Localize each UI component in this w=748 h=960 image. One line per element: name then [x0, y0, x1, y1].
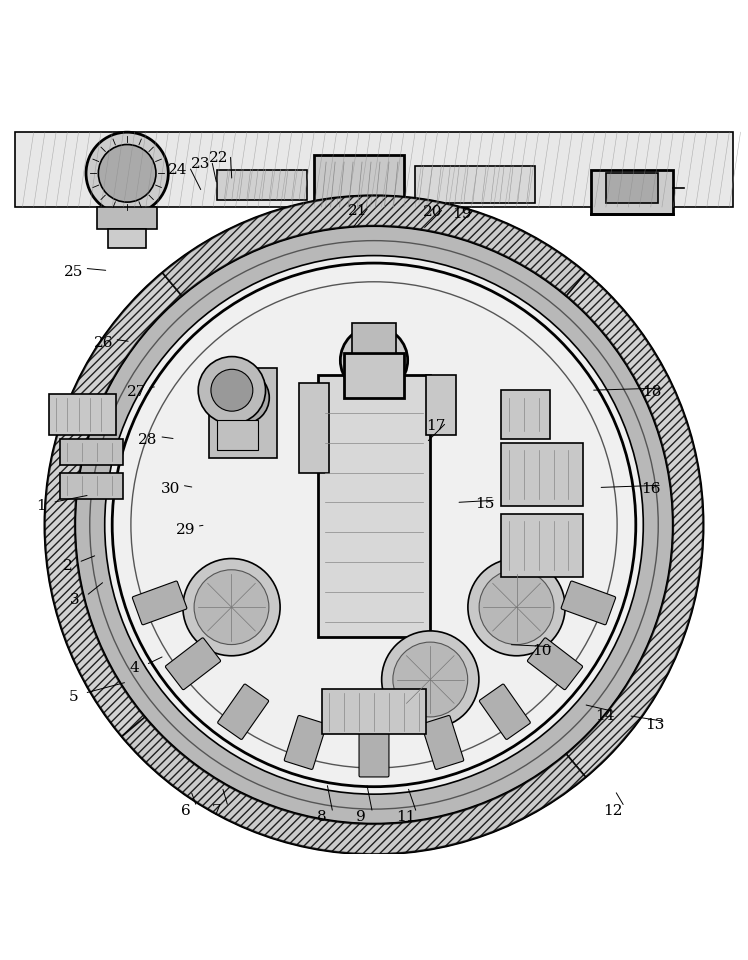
FancyBboxPatch shape [527, 637, 583, 689]
Text: 12: 12 [604, 804, 623, 818]
Text: 19: 19 [453, 207, 472, 222]
FancyBboxPatch shape [501, 514, 583, 577]
Circle shape [479, 570, 554, 644]
FancyBboxPatch shape [501, 390, 550, 439]
Text: 10: 10 [533, 643, 552, 658]
Text: 13: 13 [645, 718, 664, 732]
Circle shape [183, 559, 280, 656]
FancyBboxPatch shape [284, 715, 327, 770]
Text: 6: 6 [180, 804, 191, 818]
FancyBboxPatch shape [318, 375, 430, 637]
Text: 3: 3 [70, 592, 79, 607]
Text: 16: 16 [641, 482, 660, 496]
FancyBboxPatch shape [165, 637, 221, 689]
FancyBboxPatch shape [479, 684, 530, 739]
Text: 15: 15 [475, 497, 494, 511]
FancyBboxPatch shape [501, 443, 583, 506]
Text: 17: 17 [426, 420, 445, 433]
Wedge shape [566, 273, 703, 777]
Circle shape [217, 372, 269, 424]
Circle shape [468, 559, 565, 656]
Text: 14: 14 [595, 708, 614, 723]
Text: 18: 18 [643, 385, 662, 398]
Text: 4: 4 [129, 661, 140, 676]
FancyBboxPatch shape [344, 353, 404, 397]
FancyBboxPatch shape [299, 383, 329, 472]
Circle shape [340, 326, 408, 394]
Text: 25: 25 [64, 265, 83, 279]
Text: 28: 28 [138, 433, 158, 447]
Circle shape [363, 349, 385, 372]
Circle shape [75, 226, 673, 824]
Text: 9: 9 [356, 809, 367, 824]
Text: 21: 21 [348, 204, 367, 218]
Circle shape [198, 356, 266, 424]
FancyBboxPatch shape [218, 684, 269, 739]
Text: 20: 20 [423, 205, 442, 219]
Text: 2: 2 [62, 559, 73, 573]
Circle shape [86, 132, 168, 214]
FancyBboxPatch shape [606, 174, 658, 204]
FancyBboxPatch shape [132, 581, 187, 625]
Text: 1: 1 [36, 499, 46, 514]
FancyBboxPatch shape [217, 170, 307, 200]
FancyBboxPatch shape [60, 439, 123, 465]
Text: 27: 27 [126, 385, 146, 398]
FancyBboxPatch shape [426, 375, 456, 435]
FancyBboxPatch shape [209, 368, 277, 458]
Text: 26: 26 [94, 336, 113, 350]
Circle shape [211, 370, 253, 411]
Circle shape [45, 196, 703, 854]
FancyBboxPatch shape [561, 581, 616, 625]
Circle shape [99, 145, 156, 203]
FancyBboxPatch shape [60, 472, 123, 498]
FancyBboxPatch shape [591, 170, 673, 214]
Circle shape [105, 255, 643, 794]
FancyBboxPatch shape [322, 689, 426, 734]
Text: 30: 30 [161, 482, 180, 496]
Text: 29: 29 [176, 523, 195, 537]
Text: 11: 11 [396, 809, 415, 824]
FancyBboxPatch shape [15, 132, 733, 207]
Text: 8: 8 [317, 809, 326, 824]
Text: 7: 7 [212, 804, 221, 818]
Text: 5: 5 [69, 690, 78, 704]
FancyBboxPatch shape [352, 323, 396, 353]
FancyBboxPatch shape [97, 207, 157, 229]
Text: 23: 23 [191, 157, 210, 171]
FancyBboxPatch shape [49, 394, 116, 435]
FancyBboxPatch shape [217, 420, 258, 450]
Wedge shape [122, 717, 586, 854]
FancyBboxPatch shape [415, 166, 535, 204]
Circle shape [381, 631, 479, 728]
Text: 22: 22 [209, 152, 229, 165]
FancyBboxPatch shape [359, 729, 389, 777]
Circle shape [194, 570, 269, 644]
FancyBboxPatch shape [421, 715, 464, 770]
Circle shape [352, 338, 396, 383]
FancyBboxPatch shape [108, 229, 146, 248]
Text: 24: 24 [168, 163, 188, 178]
Wedge shape [162, 196, 586, 296]
Circle shape [393, 642, 468, 717]
FancyBboxPatch shape [314, 155, 404, 214]
Wedge shape [45, 273, 182, 736]
